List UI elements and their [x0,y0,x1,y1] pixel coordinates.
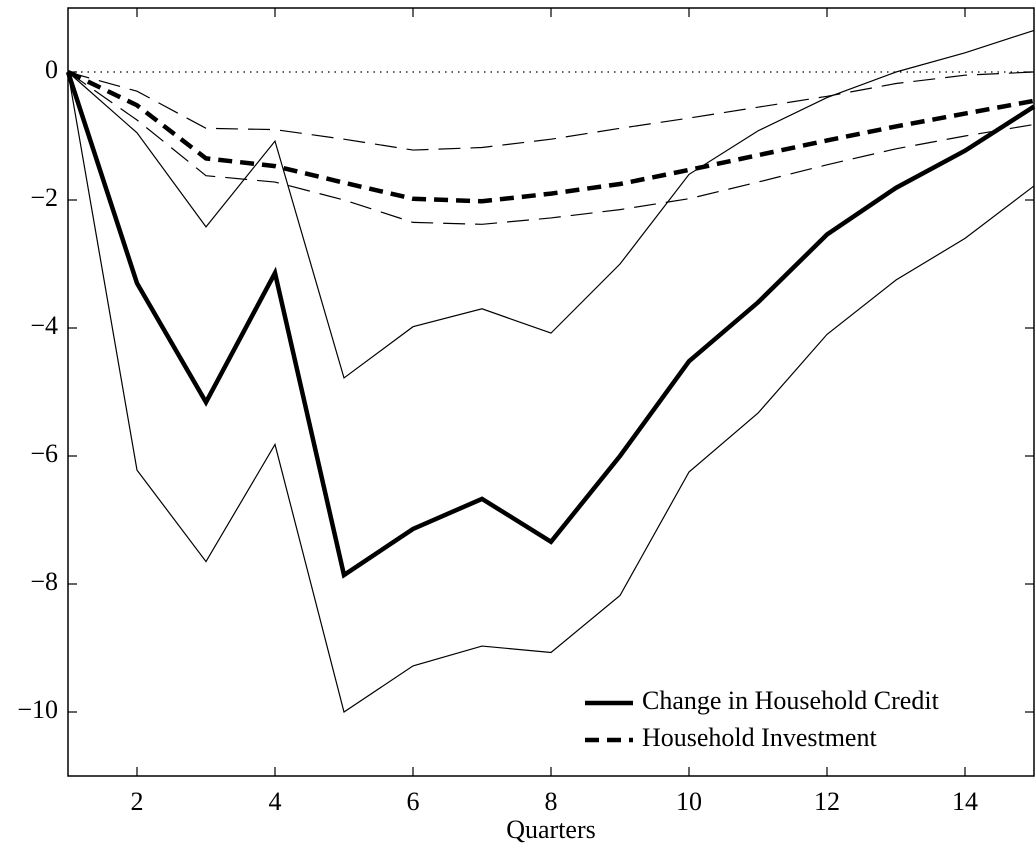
x-axis-label: Quarters [506,815,596,844]
y-tick-label: −8 [30,567,58,596]
x-tick-label: 6 [407,787,420,816]
y-tick-label: 0 [45,55,58,84]
legend-label: Change in Household Credit [642,686,940,715]
x-tick-label: 2 [131,787,144,816]
y-tick-label: −10 [17,695,58,724]
series-line [67,71,1035,713]
series-line [67,29,1035,379]
y-tick-label: −4 [30,311,58,340]
x-tick-label: 10 [676,787,702,816]
series-line [67,69,1035,204]
x-tick-label: 14 [952,787,978,816]
series-line [67,71,1035,151]
plot-frame [67,7,1035,777]
x-tick-label: 12 [814,787,840,816]
legend-label: Household Investment [642,723,877,752]
x-tick-label: 4 [269,787,282,816]
series-line [67,71,1035,225]
series-line [65,71,1036,579]
y-tick-label: −2 [30,183,58,212]
x-tick-label: 8 [545,787,558,816]
y-tick-label: −6 [30,439,58,468]
